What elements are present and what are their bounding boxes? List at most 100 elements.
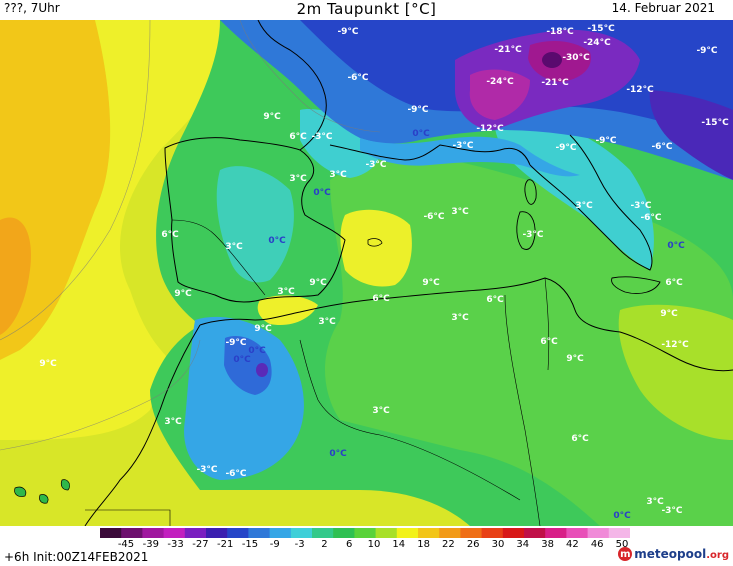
dewpoint-value-label: -3°C <box>196 465 217 475</box>
dewpoint-value-label: 6°C <box>161 230 179 240</box>
colorbar-tick-label: -21 <box>217 539 234 550</box>
meteopool-logo-icon: m <box>618 547 633 561</box>
alps-coldest-spot <box>542 52 562 68</box>
dewpoint-value-label: 0°C <box>613 511 631 521</box>
italy-coastline <box>529 134 653 271</box>
colorbar-tick-label: 26 <box>466 539 480 550</box>
iberia-cold-patch <box>216 166 294 283</box>
atlas-cold-patch <box>184 316 304 480</box>
contour-line <box>239 20 381 133</box>
africa-borders <box>85 277 550 526</box>
colorbar-tick-label: 42 <box>566 539 579 550</box>
colorbar-segment <box>354 528 377 538</box>
dewpoint-value-label: -9°C <box>225 338 246 348</box>
dewpoint-value-label: 0°C <box>329 449 347 459</box>
dewpoint-value-label: -6°C <box>423 212 444 222</box>
iberia-coastline <box>164 137 346 303</box>
sicily-coastline <box>611 276 661 294</box>
contour-line <box>0 20 151 341</box>
france-atlantic-coastline <box>257 20 327 151</box>
colorbar-tick-label: 6 <box>346 539 353 550</box>
forecast-date: 14. Februar 2021 <box>611 1 715 15</box>
colorbar-segment <box>248 528 271 538</box>
dewpoint-value-label: 0°C <box>412 129 430 139</box>
colorbar-segment <box>545 528 567 538</box>
dewpoint-value-label: 3°C <box>225 242 243 252</box>
dewpoint-value-label: 3°C <box>164 417 182 427</box>
colorbar <box>100 528 630 538</box>
dewpoint-value-label: -15°C <box>701 118 729 128</box>
meteopool-logo[interactable]: m meteopool.org <box>618 545 729 563</box>
colorbar-segment <box>524 528 546 538</box>
colorbar-tick-label: 2 <box>321 539 328 550</box>
colorbar-segment <box>375 528 398 538</box>
colorbar-segment <box>502 528 525 538</box>
map-header: ???, 7Uhr 2m Taupunkt [°C] 14. Februar 2… <box>0 0 733 20</box>
ocean-mild-zone <box>0 20 250 440</box>
mallorca-coastline <box>367 238 383 247</box>
init-time-label: +6h Init:00Z14FEB2021 <box>4 550 149 564</box>
map-footer: -45 -39 -33 -27 -21 -15 -9 -3 2 6 10 14 18 22 26 30 34 38… <box>0 526 733 566</box>
dewpoint-value-label: -21°C <box>541 78 569 88</box>
libya-warm-patch <box>618 304 733 440</box>
colorbar-segment <box>312 528 334 538</box>
dewpoint-value-label: -12°C <box>626 85 654 95</box>
dewpoint-value-label: 0°C <box>313 188 331 198</box>
colorbar-segment <box>396 528 419 538</box>
dewpoint-value-label: 0°C <box>667 241 685 251</box>
dewpoint-value-label: 3°C <box>451 313 469 323</box>
dewpoint-value-label: 9°C <box>566 354 584 364</box>
colorbar-tick-label: 46 <box>590 539 604 550</box>
colorbar-tick-label: -9 <box>269 539 280 550</box>
balearic-warm-patch <box>340 209 412 287</box>
dewpoint-value-label: 9°C <box>254 324 272 334</box>
dewpoint-value-label: 6°C <box>289 132 307 142</box>
colorbar-tick-label: 14 <box>392 539 406 550</box>
dewpoint-value-label: -3°C <box>630 201 651 211</box>
colorbar-tick-label: -39 <box>142 539 159 550</box>
colorbar-segment <box>206 528 228 538</box>
colorbar-segment <box>100 528 122 538</box>
ocean-warmer-zone <box>0 217 31 335</box>
dewpoint-map-canvas: -9°C -18°C -15°C -24°C -21°C -30°C -9°C -6°C -24… <box>0 20 733 526</box>
alps-colder-spot-west <box>469 69 530 120</box>
colorbar-segment <box>290 528 313 538</box>
dewpoint-value-label: 3°C <box>372 406 390 416</box>
dewpoint-value-label: -3°C <box>522 230 543 240</box>
map-labels: -9°C -18°C -15°C -24°C -21°C -30°C -9°C -6°C -24… <box>39 24 729 521</box>
model-time-label: ???, 7Uhr <box>4 1 60 15</box>
iberia-border <box>171 219 266 296</box>
dewpoint-value-label: 3°C <box>289 174 307 184</box>
corsica-coastline <box>524 179 537 205</box>
colorbar-tick-label: 10 <box>367 539 381 550</box>
med-coast-cool-band <box>360 136 580 177</box>
sardinia-coastline <box>516 211 536 250</box>
atlas-coldest-spot <box>256 363 268 377</box>
dewpoint-value-label: 3°C <box>277 287 295 297</box>
dewpoint-value-label: 3°C <box>575 201 593 211</box>
colorbar-segment <box>481 528 504 538</box>
dewpoint-value-label: -3°C <box>365 160 386 170</box>
canary-islands <box>14 479 70 504</box>
dewpoint-value-label: -9°C <box>555 143 576 153</box>
colorbar-segment <box>163 528 186 538</box>
map-title: 2m Taupunkt [°C] <box>296 0 437 18</box>
dewpoint-value-label: -6°C <box>640 213 661 223</box>
colorbar-ticks: -45 -39 -33 -27 -21 -15 -9 -3 2 6 10 14 18 22 26 30 34 38… <box>0 539 733 551</box>
colorbar-segment <box>439 528 461 538</box>
meteopool-logo-text: meteopool.org <box>634 547 729 561</box>
dewpoint-value-label: 6°C <box>486 295 504 305</box>
contour-line <box>0 339 201 451</box>
dewpoint-value-label: 6°C <box>665 278 683 288</box>
colorbar-segment <box>418 528 440 538</box>
morocco-atlantic-coastline <box>84 324 201 526</box>
colorbar-segment <box>333 528 355 538</box>
colorbar-segment <box>121 528 143 538</box>
dewpoint-value-label: -9°C <box>696 46 717 56</box>
dewpoint-value-label: 0°C <box>268 236 286 246</box>
dewpoint-value-label: -9°C <box>407 105 428 115</box>
dewpoint-value-label: 3°C <box>646 497 664 507</box>
colorbar-tick-label: 18 <box>417 539 430 550</box>
dewpoint-value-label: -24°C <box>583 38 611 48</box>
dewpoint-value-label: -6°C <box>651 142 672 152</box>
